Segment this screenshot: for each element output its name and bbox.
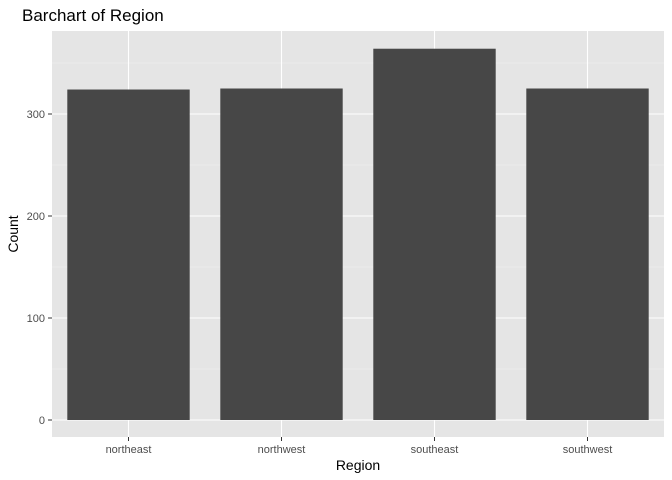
x-axis-title: Region: [336, 457, 380, 473]
x-axis: northeast northwest southeast southwest: [106, 437, 613, 456]
x-tick-label-southeast: southeast: [411, 444, 459, 456]
y-tick-label: 200: [27, 211, 45, 223]
bar-southeast: [373, 48, 496, 420]
bars: [67, 48, 649, 421]
y-axis: 0 100 200 300: [27, 109, 52, 427]
x-tick-label-southwest: southwest: [563, 444, 613, 456]
x-tick-label-northwest: northwest: [258, 444, 306, 456]
y-axis-title: Count: [5, 215, 21, 252]
chart-title: Barchart of Region: [22, 6, 164, 25]
y-tick-label: 100: [27, 313, 45, 325]
y-tick-label: 300: [27, 109, 45, 121]
bar-southwest: [526, 88, 649, 420]
y-tick-label: 0: [39, 415, 45, 427]
bar-northeast: [67, 89, 190, 421]
x-tick-label-northeast: northeast: [106, 444, 152, 456]
bar-northwest: [220, 88, 343, 420]
